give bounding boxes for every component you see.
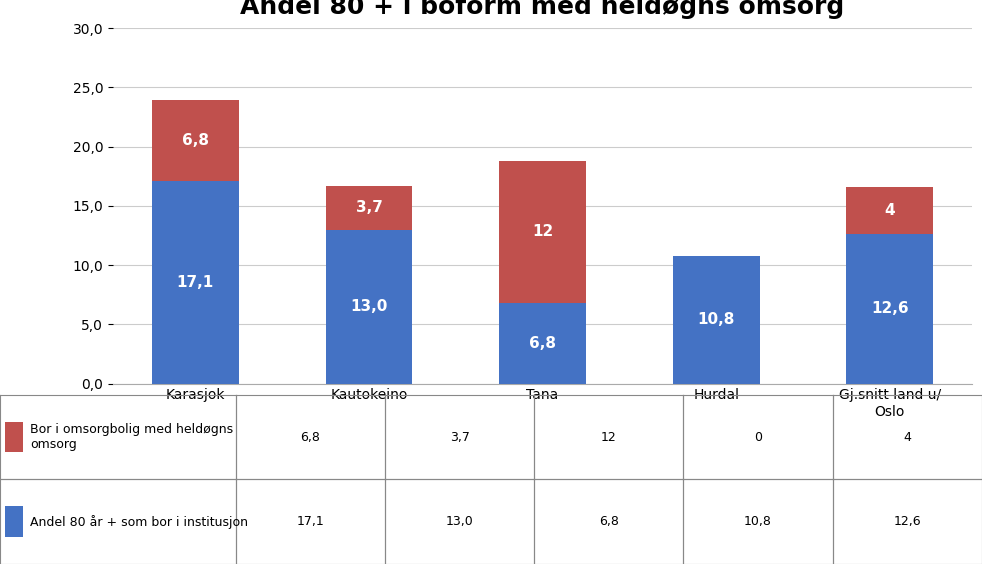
Text: 4: 4 bbox=[885, 203, 895, 218]
Text: Andel 80 år + som bor i institusjon: Andel 80 år + som bor i institusjon bbox=[30, 515, 248, 528]
Text: 6,8: 6,8 bbox=[599, 515, 619, 528]
Bar bbox=[846, 234, 933, 384]
Bar bbox=[326, 230, 412, 384]
Text: 6,8: 6,8 bbox=[300, 430, 320, 444]
Text: 12: 12 bbox=[601, 430, 617, 444]
Bar bbox=[5, 422, 23, 452]
Text: Bor i omsorgbolig med heldøgns
omsorg: Bor i omsorgbolig med heldøgns omsorg bbox=[30, 423, 234, 451]
Bar bbox=[673, 255, 759, 384]
Text: 12,6: 12,6 bbox=[894, 515, 921, 528]
Text: 6,8: 6,8 bbox=[182, 133, 209, 148]
Text: 10,8: 10,8 bbox=[744, 515, 772, 528]
Title: Andel 80 + i boform med heldøgns omsorg: Andel 80 + i boform med heldøgns omsorg bbox=[241, 0, 845, 19]
Bar bbox=[5, 506, 23, 537]
Text: 4: 4 bbox=[903, 430, 911, 444]
Text: 10,8: 10,8 bbox=[697, 312, 735, 327]
Text: 12: 12 bbox=[532, 224, 553, 239]
Bar bbox=[846, 187, 933, 234]
Text: 17,1: 17,1 bbox=[177, 275, 214, 290]
Text: 3,7: 3,7 bbox=[355, 200, 382, 215]
Bar bbox=[152, 100, 239, 181]
Text: 13,0: 13,0 bbox=[446, 515, 473, 528]
Bar bbox=[326, 186, 412, 230]
Text: 17,1: 17,1 bbox=[297, 515, 324, 528]
Bar bbox=[499, 161, 586, 303]
Bar bbox=[152, 181, 239, 384]
Text: 13,0: 13,0 bbox=[351, 299, 388, 314]
Text: 0: 0 bbox=[754, 430, 762, 444]
Text: 3,7: 3,7 bbox=[450, 430, 469, 444]
Bar bbox=[499, 303, 586, 384]
Text: 12,6: 12,6 bbox=[871, 301, 908, 316]
Text: 6,8: 6,8 bbox=[529, 336, 556, 351]
